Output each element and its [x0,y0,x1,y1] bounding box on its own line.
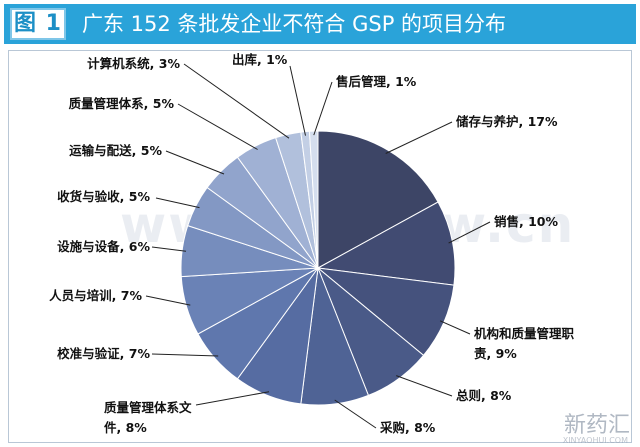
slice-label: 计算机系统, 3% [87,56,180,71]
slice-label: 校准与验证, 7% [57,346,150,361]
brand-logo: 新药汇 [563,413,630,438]
slice-label: 设施与设备, 6% [57,239,150,254]
leader-line [334,399,377,429]
leader-line [439,320,471,335]
figure-label: 图 1 [10,8,66,40]
leader-line [195,391,270,406]
slice-label: 售后管理, 1% [336,74,417,89]
leader-line [151,246,187,252]
leader-line [385,121,453,154]
chart-title: 广东 152 条批发企业不符合 GSP 的项目分布 [82,12,507,36]
pie-slice [316,201,456,286]
slice-label: 出库, 1% [232,52,288,67]
slice-label: 储存与养护, 17% [455,114,558,129]
pie-slice [317,130,439,269]
slice-label: 质量管理体系文件, 8% [104,400,192,435]
slice-label: 销售, 10% [494,214,558,229]
leader-line [289,65,306,136]
slice-label: 采购, 8% [379,420,436,435]
leader-line [165,150,225,175]
leader-line [183,63,290,139]
slice-label: 收货与验收, 5% [57,189,150,204]
slice-label: 总则, 8% [456,388,512,403]
slice-label: 质量管理体系, 5% [69,96,175,111]
slice-label: 运输与配送, 5% [69,143,162,158]
leader-line [396,375,453,397]
leader-line [155,197,200,209]
leader-line [151,353,219,357]
slice-label: 机构和质量管理职责, 9% [474,326,575,361]
leader-line [145,295,191,306]
leader-line [177,103,258,150]
pie-slice [308,130,319,269]
slice-label: 人员与培训, 7% [49,288,142,303]
chart-header: 图 1 广东 152 条批发企业不符合 GSP 的项目分布 [4,4,636,44]
leader-line [448,221,491,244]
brand-logo-sub: XINYAOHUI.COM [562,436,628,445]
leader-line [313,81,333,136]
